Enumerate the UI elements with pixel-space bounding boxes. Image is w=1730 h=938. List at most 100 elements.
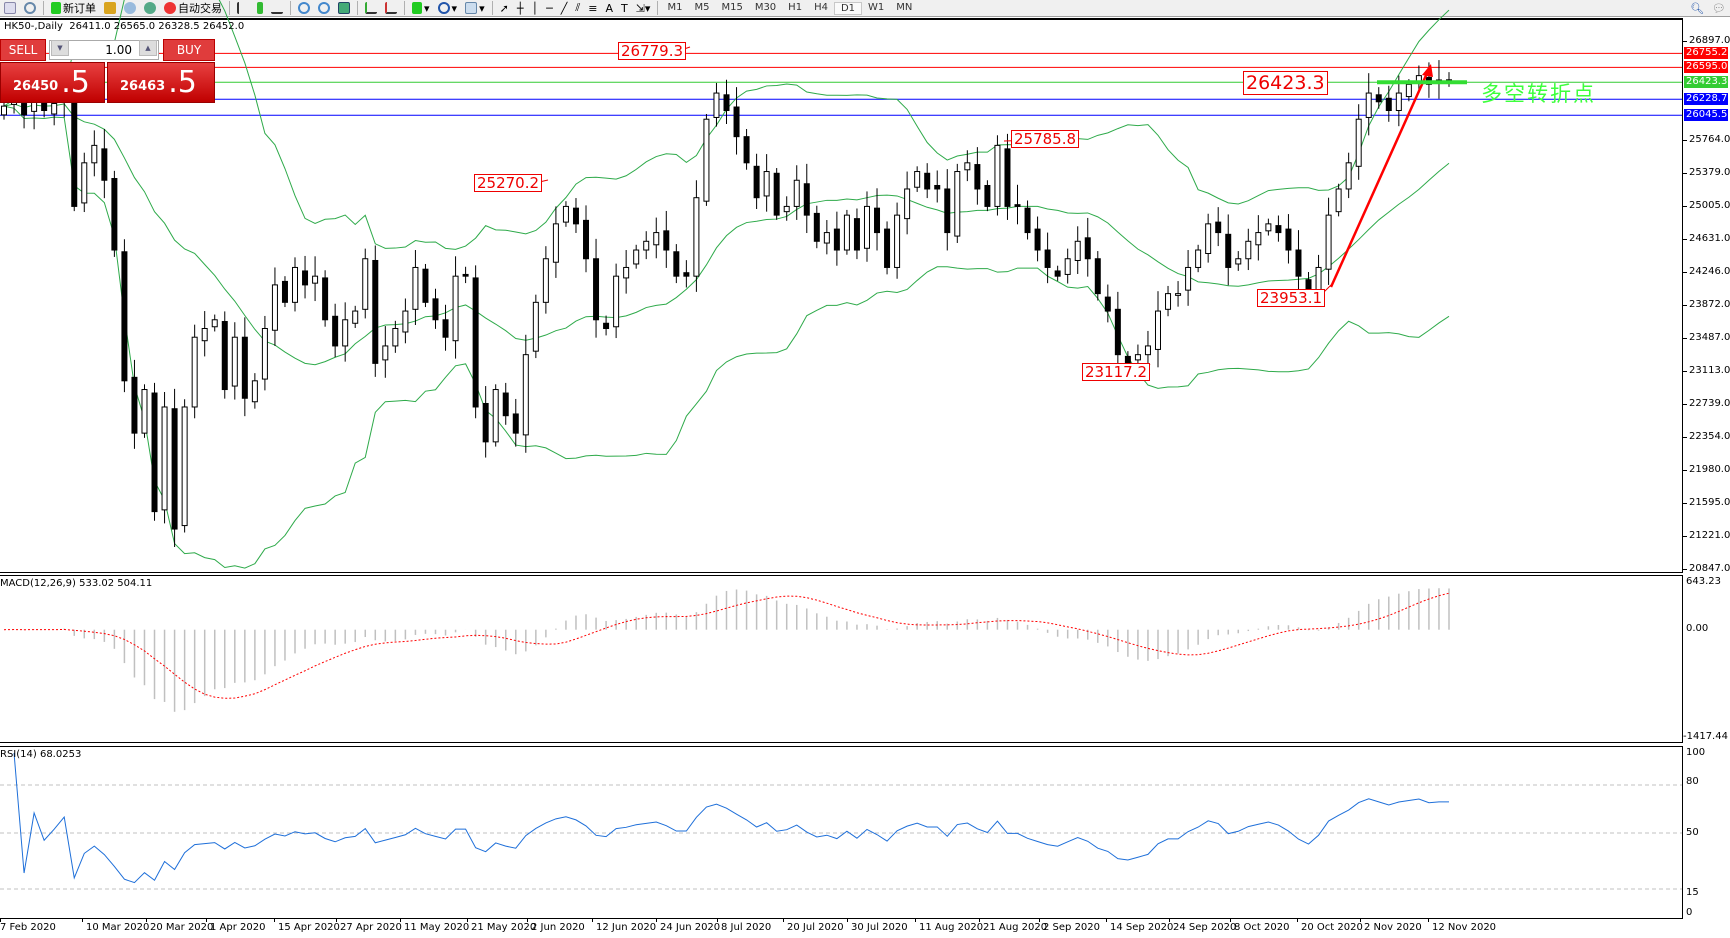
chart-shift-button[interactable] xyxy=(381,1,401,16)
periods-button[interactable]: ▾ xyxy=(434,1,462,16)
sell-price-main: 26450 xyxy=(13,79,59,94)
candle xyxy=(1185,266,1192,291)
lot-increase-button[interactable]: ▲ xyxy=(139,40,157,56)
candle xyxy=(884,228,891,268)
price-tag: 26228.7 xyxy=(1684,93,1728,106)
new-order-button[interactable]: 新订单 xyxy=(47,1,100,16)
candle xyxy=(673,251,680,277)
candle-chart-button[interactable] xyxy=(253,1,267,16)
timeframe-m30[interactable]: M30 xyxy=(754,1,777,13)
arrows-tool[interactable]: ⇲▾ xyxy=(632,1,655,16)
timeframe-mn[interactable]: MN xyxy=(896,1,913,13)
candle xyxy=(723,94,730,111)
candle xyxy=(432,298,439,321)
timeframe-w1[interactable]: W1 xyxy=(868,1,885,13)
price-tick xyxy=(1683,41,1687,42)
pivot-annotation[interactable]: 多空转折点 xyxy=(1481,82,1596,106)
line-chart-button[interactable] xyxy=(267,1,287,16)
buy-price-button[interactable]: 26463.5 xyxy=(107,62,215,103)
bar-chart-button[interactable] xyxy=(233,1,253,16)
price-axis-label: 21595.0 xyxy=(1689,497,1730,509)
zoom-in-icon xyxy=(298,2,310,14)
signal-icon xyxy=(144,2,156,14)
candle xyxy=(843,214,850,251)
market-watch-button[interactable] xyxy=(100,1,120,16)
timeframe-m5[interactable]: M5 xyxy=(694,1,710,13)
candle xyxy=(151,392,158,513)
candle xyxy=(442,319,449,338)
rsi-pane[interactable] xyxy=(0,746,1683,919)
timeframe-m1[interactable]: M1 xyxy=(667,1,683,13)
candle xyxy=(342,319,349,347)
autoscroll-button[interactable] xyxy=(361,1,381,16)
candle xyxy=(1405,83,1412,98)
date-label: 21 Aug 2020 xyxy=(983,922,1048,933)
candle xyxy=(422,268,429,303)
indicators-button[interactable]: ▾ xyxy=(408,1,434,16)
rsi-axis-0: 0 xyxy=(1686,907,1693,918)
timeframe-m15[interactable]: M15 xyxy=(721,1,743,13)
timeframe-d1[interactable]: D1 xyxy=(833,1,863,15)
sell-button[interactable]: SELL xyxy=(0,39,46,61)
candle xyxy=(241,336,248,399)
search-button[interactable]: 🔍︎ xyxy=(1686,1,1708,16)
autotrading-label: 自动交易 xyxy=(178,2,222,15)
tile-icon xyxy=(338,2,350,14)
lot-size-input[interactable]: 1.00 xyxy=(49,40,159,60)
templates-button[interactable]: ▾ xyxy=(461,1,489,16)
text-label-tool[interactable]: T xyxy=(617,1,632,16)
candle xyxy=(462,273,469,277)
text-icon: A xyxy=(605,1,613,15)
text-tool[interactable]: A xyxy=(601,1,617,16)
cursor-tool[interactable]: ➚ xyxy=(496,1,513,16)
date-tick xyxy=(82,918,83,922)
candle xyxy=(1205,223,1212,255)
price-label-aug[interactable]: 25785.8 xyxy=(1011,130,1080,148)
equidistant-channel-tool[interactable]: ⫽ xyxy=(571,1,584,16)
new-chart-button[interactable] xyxy=(0,1,20,16)
price-label-low-sep[interactable]: 23117.2 xyxy=(1082,363,1151,381)
price-tick xyxy=(1683,535,1687,537)
magnifier-icon xyxy=(24,2,36,14)
one-click-trading-panel: SELL BUY 1.00 ▼ ▲ 26450.5 26463.5 xyxy=(0,39,215,103)
timeframe-h1[interactable]: H1 xyxy=(788,1,803,13)
macd-pane[interactable] xyxy=(0,575,1683,743)
arrow-head-icon xyxy=(1422,64,1433,77)
rsi-axis-15: 15 xyxy=(1686,887,1699,898)
vertical-line-tool[interactable]: │ xyxy=(527,1,542,16)
candle xyxy=(1215,221,1222,234)
price-tag: 26755.2 xyxy=(1684,47,1728,60)
price-tick xyxy=(1683,469,1687,471)
price-label-pivot[interactable]: 26423.3 xyxy=(1243,71,1328,95)
zoom-out-button[interactable] xyxy=(314,1,334,16)
candle xyxy=(101,148,108,181)
tile-windows-button[interactable] xyxy=(334,1,354,16)
price-axis-label: 21221.0 xyxy=(1689,529,1730,541)
zoom-button[interactable] xyxy=(20,1,40,16)
vertical-line-icon: │ xyxy=(531,1,539,15)
timeframe-h4[interactable]: H4 xyxy=(814,1,828,13)
macd-axis-max: 643.23 xyxy=(1686,576,1721,587)
price-label-high-jul[interactable]: 26779.3 xyxy=(618,42,687,60)
date-tick xyxy=(467,918,468,922)
autotrading-button[interactable]: 自动交易 xyxy=(160,1,226,16)
chat-button[interactable]: 💬︎ xyxy=(1708,1,1730,16)
price-label-low-oct[interactable]: 23953.1 xyxy=(1257,289,1326,307)
buy-button[interactable]: BUY xyxy=(163,39,215,61)
horizontal-line-tool[interactable]: ─ xyxy=(542,1,557,16)
signals-button[interactable] xyxy=(140,1,160,16)
main-chart[interactable] xyxy=(0,0,1683,573)
macd-axis-min: -1417.44 xyxy=(1683,731,1728,742)
candle xyxy=(1295,249,1302,277)
price-label-jun[interactable]: 25270.2 xyxy=(474,174,543,192)
crosshair-tool[interactable]: ┼ xyxy=(513,1,528,16)
lot-decrease-button[interactable]: ▼ xyxy=(51,40,69,56)
macd-axis-zero: 0.00 xyxy=(1686,623,1709,634)
trendline-tool[interactable]: ╱ xyxy=(557,1,572,16)
fibonacci-tool[interactable]: ≡ xyxy=(584,1,601,16)
zoom-in-button[interactable] xyxy=(294,1,314,16)
candle xyxy=(613,275,620,328)
navigator-button[interactable] xyxy=(120,1,140,16)
sell-price-button[interactable]: 26450.5 xyxy=(0,62,105,103)
candle xyxy=(1064,258,1071,275)
